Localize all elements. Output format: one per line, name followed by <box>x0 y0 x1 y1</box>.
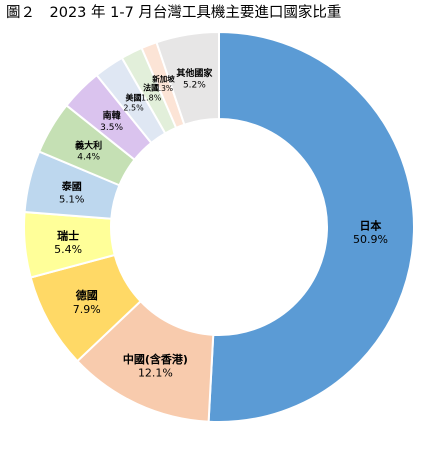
slice-11-value-label: 5.2% <box>183 80 206 90</box>
slice-8-label: 美國 <box>126 93 142 103</box>
slice-5-label: 泰國 <box>61 180 82 193</box>
slice-7-value-label: 3.5% <box>100 123 123 133</box>
slices-group <box>23 30 415 423</box>
slice-11 <box>155 30 220 126</box>
slice-11-label: 其他國家 <box>176 67 213 79</box>
slice-9-label: 法國 <box>143 82 159 92</box>
slice-2-value-label: 12.1% <box>138 367 173 380</box>
slice-1-label: 日本 <box>359 218 381 232</box>
slice-6-value-label: 4.4% <box>77 153 100 163</box>
slice-8-value-label: 2.5% <box>123 104 144 113</box>
slice-10-label: 新加坡 <box>152 74 175 84</box>
slice-7-label: 南韓 <box>103 110 121 122</box>
slice-3-label: 德國 <box>75 288 98 302</box>
slice-1 <box>207 30 415 423</box>
slice-6-label: 義大利 <box>75 139 102 151</box>
slice-3-value-label: 7.9% <box>73 303 101 316</box>
chart-title: 圖２ 2023 年 1-7 月台灣工具機主要進口國家比重 <box>6 5 342 21</box>
slice-4-value-label: 5.4% <box>54 243 82 256</box>
slice-10-value-label: 1.3% <box>154 84 173 93</box>
slice-5-value-label: 5.1% <box>59 194 84 205</box>
slice-1-value-label: 50.9% <box>353 233 388 246</box>
slice-2-label: 中國(含香港) <box>123 352 188 366</box>
slice-4-label: 瑞士 <box>57 228 79 242</box>
slice-9-value-label: 1.8% <box>141 93 162 102</box>
